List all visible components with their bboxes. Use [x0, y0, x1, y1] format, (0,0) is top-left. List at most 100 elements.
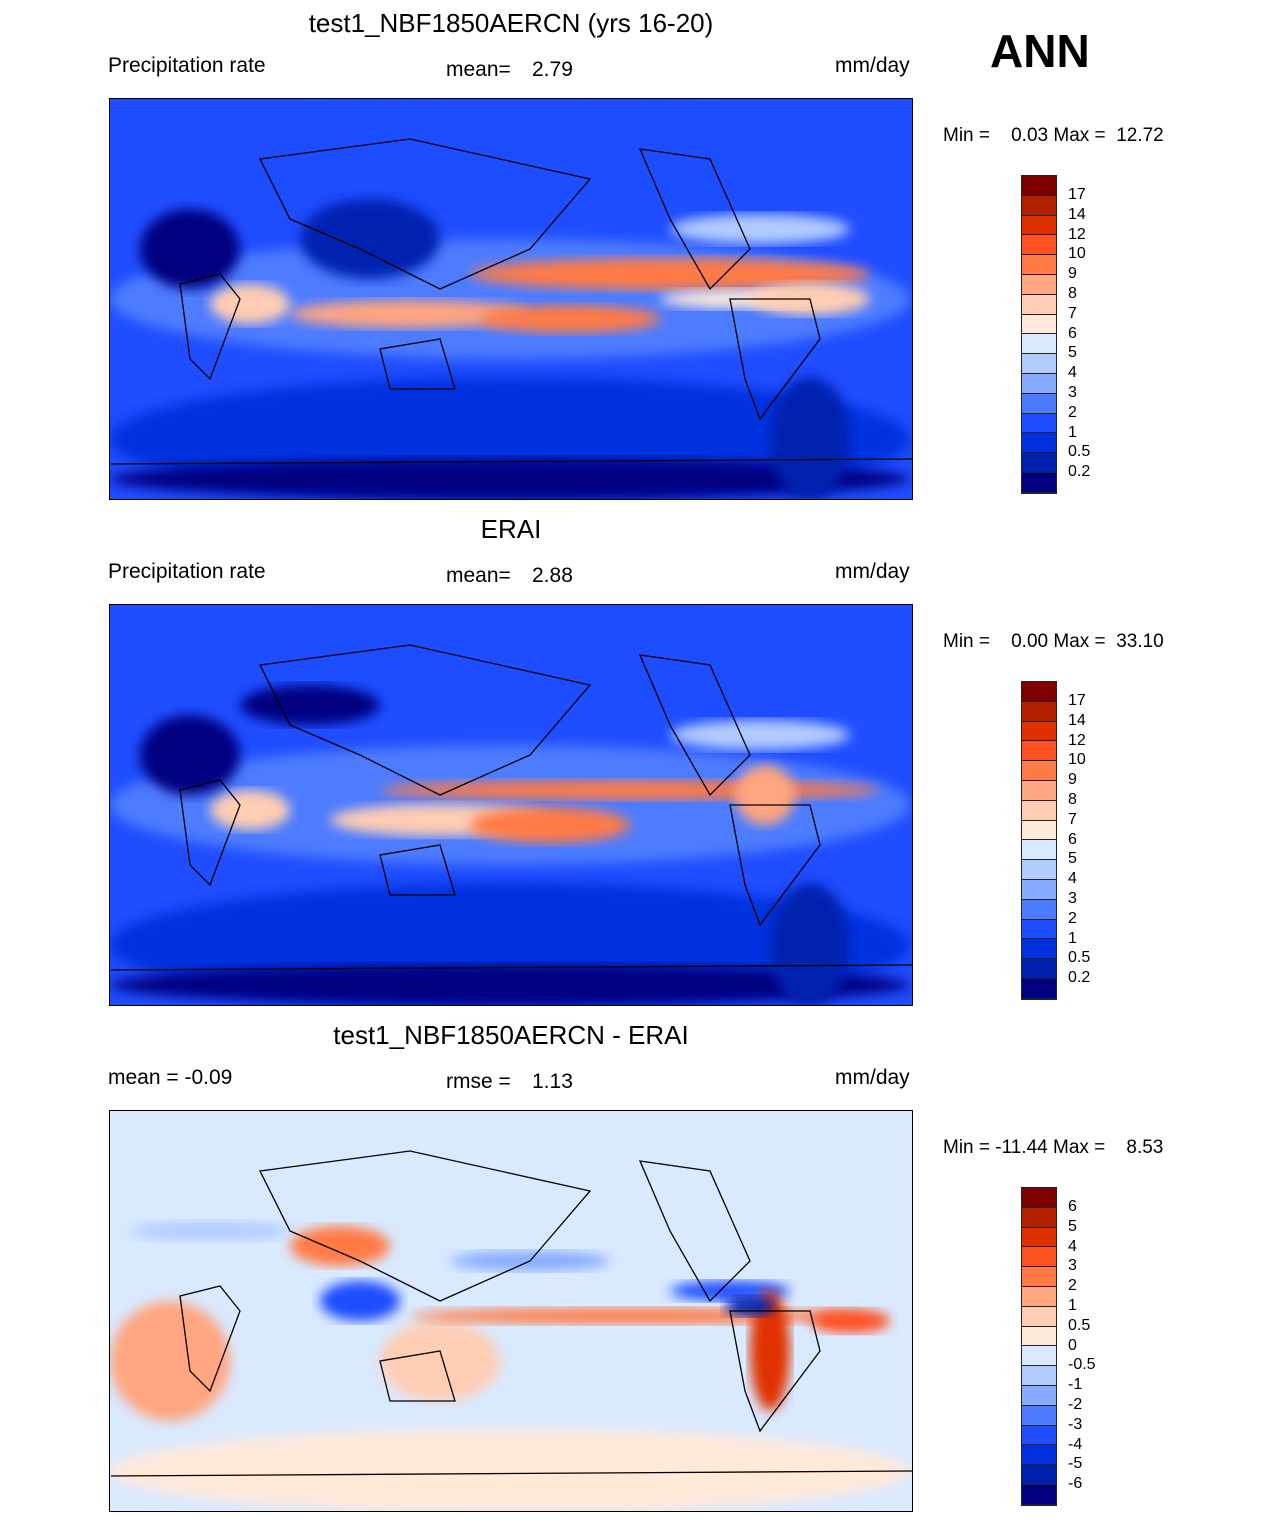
colorbar-tick-label: 0.5	[1068, 1316, 1091, 1334]
colorbar-swatch	[1022, 800, 1056, 821]
colorbar-tick-label: 1	[1068, 1297, 1077, 1314]
coastline	[179, 779, 241, 887]
coastline	[259, 138, 592, 290]
panel-center-value: 2.79	[532, 58, 573, 81]
contour-region	[240, 685, 380, 725]
contour-region	[110, 615, 910, 715]
colorbar-swatch	[1022, 721, 1056, 742]
coastline	[110, 1470, 912, 1477]
colorbar-swatch	[1022, 195, 1056, 216]
colorbar-swatch	[1022, 919, 1056, 940]
contour-region	[670, 720, 850, 750]
coastline	[638, 148, 751, 291]
colorbar-swatch	[1022, 1465, 1056, 1485]
colorbar-tick-label: 3	[1068, 1257, 1077, 1275]
colorbar-swatch	[1022, 453, 1056, 473]
colorbar-swatch	[1022, 860, 1056, 880]
colorbar-swatch	[1022, 1188, 1056, 1208]
colorbar-swatch	[1022, 741, 1056, 762]
colorbar-swatch	[1022, 1227, 1056, 1248]
colorbar-tick-label: -6	[1068, 1475, 1083, 1493]
colorbar-swatch	[1022, 879, 1056, 900]
colorbar-tick-label: 4	[1068, 870, 1077, 888]
coastline	[179, 1285, 241, 1393]
contour-region	[750, 1291, 790, 1411]
colorbar-swatch	[1022, 1385, 1056, 1406]
colorbar-tick-label: 5	[1068, 850, 1077, 868]
contour-region	[480, 305, 660, 333]
colorbar-swatch	[1022, 780, 1056, 801]
colorbar-swatch	[1022, 215, 1056, 236]
contour-region	[140, 715, 240, 795]
contour-region	[770, 377, 850, 499]
contour-region	[735, 765, 795, 825]
colorbar-tick-label: 10	[1068, 751, 1086, 769]
contour-region	[770, 883, 850, 1005]
panel-center-value: 1.13	[532, 1070, 573, 1093]
colorbar-swatch	[1022, 939, 1056, 960]
colorbar-tick-label: 2	[1068, 1277, 1077, 1295]
colorbar-tick-label: 2	[1068, 909, 1077, 927]
panel-left-label: mean = -0.09	[108, 1066, 233, 1089]
colorbar-tick-label: 5	[1068, 344, 1077, 362]
colorbar-tick-label: -1	[1068, 1376, 1083, 1394]
contour-region	[110, 109, 910, 209]
colorbar	[1021, 175, 1057, 494]
map-panel	[109, 604, 913, 1006]
colorbar-tick-label: 6	[1068, 830, 1077, 848]
colorbar-tick-label: -0.5	[1068, 1356, 1096, 1374]
min-max-label: Min = 0.03 Max = 12.72	[943, 125, 1164, 146]
colorbar-swatch	[1022, 274, 1056, 295]
colorbar-swatch	[1022, 701, 1056, 722]
min-max-label: Min = 0.00 Max = 33.10	[943, 631, 1164, 652]
panel-title: test1_NBF1850AERCN - ERAI	[333, 1020, 689, 1050]
colorbar-swatch	[1022, 1267, 1056, 1287]
contour-region	[110, 1301, 230, 1421]
colorbar-tick-label: 14	[1068, 711, 1086, 729]
contour-region	[110, 965, 910, 1005]
colorbar-swatch	[1022, 255, 1056, 275]
panel-left-label: Precipitation rate	[108, 560, 266, 583]
colorbar-tick-label: 1	[1068, 423, 1077, 441]
colorbar-tick-label: 3	[1068, 890, 1077, 907]
contour-region	[470, 807, 630, 843]
colorbar-tick-label: 17	[1068, 186, 1086, 203]
panel-center-value: 2.88	[532, 564, 573, 587]
colorbar-tick-label: 8	[1068, 285, 1077, 302]
map-panel	[109, 98, 913, 500]
colorbar-tick-label: 8	[1068, 791, 1077, 808]
colorbar-tick-label: 0	[1068, 1336, 1077, 1354]
colorbar-swatch	[1022, 820, 1056, 841]
contour-region	[320, 1281, 400, 1321]
colorbar-swatch	[1022, 433, 1056, 454]
colorbar-tick-label: 14	[1068, 205, 1086, 223]
contour-region	[140, 209, 240, 289]
panel-title: test1_NBF1850AERCN (yrs 16-20)	[308, 8, 714, 38]
colorbar-tick-label: 5	[1068, 1217, 1077, 1235]
coastline	[379, 844, 456, 896]
coastline	[729, 804, 821, 927]
colorbar-tick-label: 6	[1068, 324, 1077, 342]
colorbar-swatch	[1022, 1207, 1056, 1228]
contour-region	[290, 300, 530, 328]
contour-region	[670, 1281, 790, 1301]
colorbar-tick-label: 17	[1068, 692, 1086, 709]
colorbar-tick-label: 7	[1068, 810, 1077, 828]
colorbar-swatch	[1022, 413, 1056, 434]
panel-title: ERAI	[480, 514, 542, 544]
colorbar-swatch	[1022, 1445, 1056, 1466]
colorbar-swatch	[1022, 1247, 1056, 1268]
colorbar-tick-label: 2	[1068, 403, 1077, 421]
coastline	[110, 458, 912, 465]
contour-region	[380, 780, 880, 800]
colorbar-tick-label: 12	[1068, 225, 1086, 243]
colorbar-tick-label: -2	[1068, 1396, 1083, 1413]
panel-center-label: mean=	[446, 58, 511, 81]
coastline	[259, 1150, 592, 1302]
colorbar-swatch	[1022, 235, 1056, 256]
panel-units: mm/day	[835, 560, 910, 583]
contour-region	[210, 790, 290, 830]
contour-region	[670, 214, 850, 244]
colorbar-swatch	[1022, 393, 1056, 414]
coastline	[729, 298, 821, 421]
